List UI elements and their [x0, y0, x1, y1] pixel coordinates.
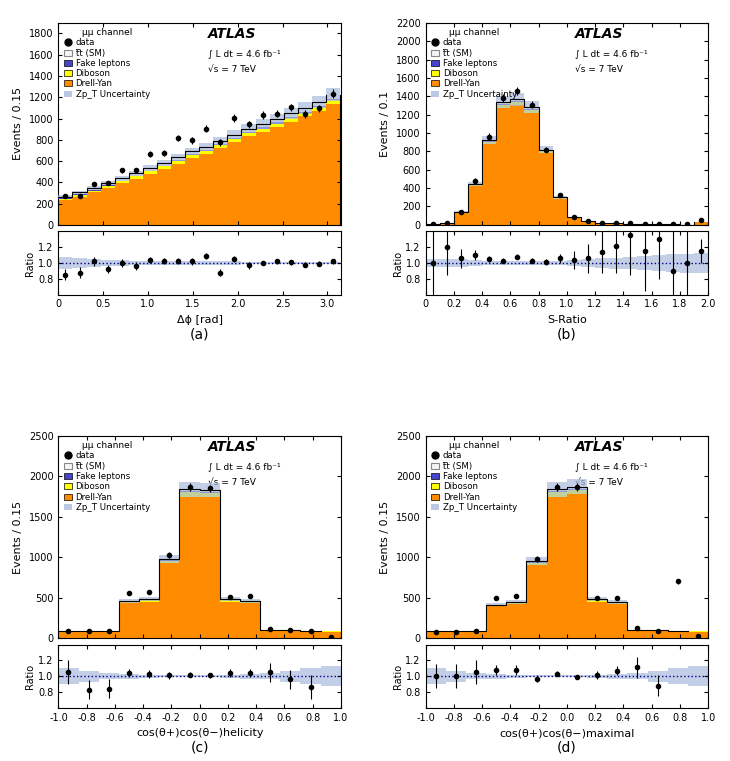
Y-axis label: Ratio: Ratio [393, 664, 403, 689]
Legend: data, t̅t (SM), Fake leptons, Diboson, Drell-Yan, Zp_T Uncertainty: data, t̅t (SM), Fake leptons, Diboson, D… [430, 27, 518, 100]
Text: ATLAS: ATLAS [208, 440, 257, 454]
Y-axis label: Events / 0.15: Events / 0.15 [380, 501, 391, 574]
Y-axis label: Ratio: Ratio [393, 250, 403, 275]
X-axis label: cos(θ+)cos(θ−)helicity: cos(θ+)cos(θ−)helicity [136, 728, 264, 738]
Text: ATLAS: ATLAS [208, 27, 257, 41]
Text: √s = 7 TeV: √s = 7 TeV [208, 65, 256, 75]
Text: (b): (b) [557, 327, 577, 342]
Text: ∫ L dt = 4.6 fb⁻¹: ∫ L dt = 4.6 fb⁻¹ [575, 49, 648, 58]
Text: ATLAS: ATLAS [575, 27, 624, 41]
Legend: data, t̅t (SM), Fake leptons, Diboson, Drell-Yan, Zp_T Uncertainty: data, t̅t (SM), Fake leptons, Diboson, D… [430, 441, 518, 513]
X-axis label: S-Ratio: S-Ratio [547, 315, 587, 325]
Y-axis label: Ratio: Ratio [26, 250, 35, 275]
Y-axis label: Events / 0.15: Events / 0.15 [13, 88, 23, 161]
X-axis label: Δϕ [rad]: Δϕ [rad] [177, 315, 223, 325]
Text: ∫ L dt = 4.6 fb⁻¹: ∫ L dt = 4.6 fb⁻¹ [208, 462, 281, 471]
Text: ∫ L dt = 4.6 fb⁻¹: ∫ L dt = 4.6 fb⁻¹ [575, 462, 648, 471]
Legend: data, t̅t (SM), Fake leptons, Diboson, Drell-Yan, Zp_T Uncertainty: data, t̅t (SM), Fake leptons, Diboson, D… [63, 441, 150, 513]
Text: ATLAS: ATLAS [575, 440, 624, 454]
Y-axis label: Events / 0.1: Events / 0.1 [380, 91, 391, 157]
Text: (d): (d) [557, 740, 577, 755]
Text: √s = 7 TeV: √s = 7 TeV [575, 65, 623, 75]
Text: √s = 7 TeV: √s = 7 TeV [208, 479, 256, 487]
Text: √s = 7 TeV: √s = 7 TeV [575, 479, 623, 487]
Text: (c): (c) [191, 740, 209, 755]
Y-axis label: Events / 0.15: Events / 0.15 [13, 501, 23, 574]
Legend: data, t̅t (SM), Fake leptons, Diboson, Drell-Yan, Zp_T Uncertainty: data, t̅t (SM), Fake leptons, Diboson, D… [63, 27, 150, 100]
Y-axis label: Ratio: Ratio [26, 664, 35, 689]
Text: (a): (a) [190, 327, 210, 342]
Text: ∫ L dt = 4.6 fb⁻¹: ∫ L dt = 4.6 fb⁻¹ [208, 49, 281, 58]
X-axis label: cos(θ+)cos(θ−)maximal: cos(θ+)cos(θ−)maximal [499, 728, 634, 738]
